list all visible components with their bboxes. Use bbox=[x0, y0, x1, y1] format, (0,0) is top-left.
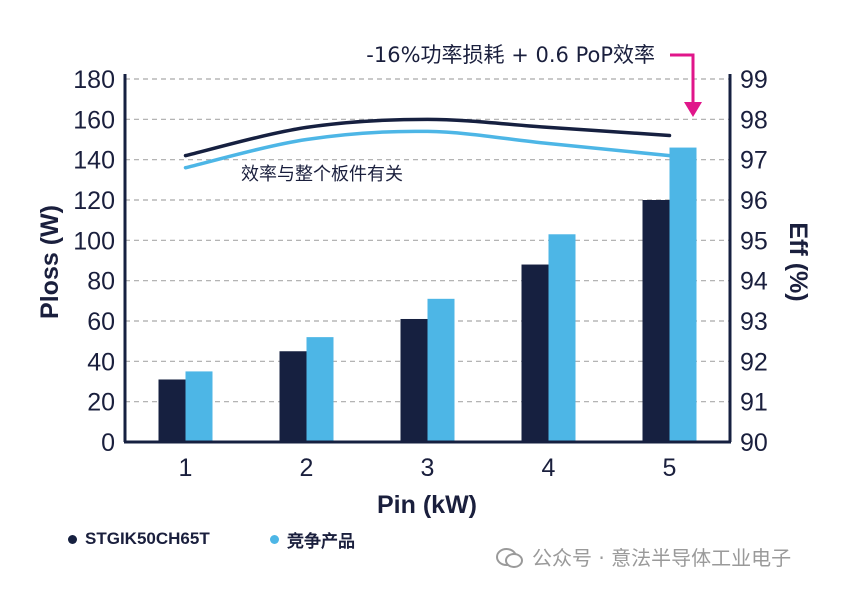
y-axis-label: Ploss (W) bbox=[36, 205, 64, 319]
bars bbox=[158, 147, 697, 443]
bar-stgik50ch65t bbox=[642, 200, 670, 442]
y-tick-label: 80 bbox=[87, 268, 115, 296]
grid-lines bbox=[125, 78, 730, 403]
legend-item-competitor: 竞争产品 bbox=[270, 527, 355, 551]
legend-dot-light bbox=[270, 534, 279, 544]
y-tick-label: 0 bbox=[101, 429, 115, 457]
annotation-arrowhead bbox=[684, 102, 702, 117]
y-tick-label: 120 bbox=[73, 187, 115, 215]
legend-dot-dark bbox=[68, 534, 77, 544]
legend-item-stgik50ch65t: STGIK50CH65T bbox=[68, 527, 210, 551]
y-tick-label: 40 bbox=[87, 348, 115, 376]
annotation-arrow bbox=[670, 53, 695, 104]
annotation-efficiency-board: 效率与整个板件有关 bbox=[241, 164, 403, 185]
bar-competitor bbox=[669, 147, 697, 443]
y2-tick-label: 90 bbox=[740, 429, 768, 457]
y2-tick-label: 98 bbox=[740, 106, 768, 134]
y-tick-label: 100 bbox=[73, 227, 115, 255]
bar-competitor bbox=[548, 234, 576, 442]
efficiency-line-competitor bbox=[183, 129, 672, 170]
y-tick-label: 20 bbox=[87, 389, 115, 417]
watermark: 公众号 · 意法半导体工业电子 bbox=[496, 541, 791, 571]
y-tick-label: 160 bbox=[73, 106, 115, 134]
bar-stgik50ch65t bbox=[400, 318, 428, 442]
y2-tick-label: 92 bbox=[740, 348, 768, 376]
axes bbox=[123, 74, 732, 444]
y-tick-label: 140 bbox=[73, 147, 115, 175]
y2-tick-label: 99 bbox=[740, 66, 768, 94]
efficiency-line-stgik50ch65t bbox=[183, 117, 672, 158]
bar-competitor bbox=[306, 337, 334, 442]
x-tick-label: 4 bbox=[542, 454, 556, 482]
x-tick-label: 2 bbox=[300, 454, 314, 482]
tick-labels: 0 20 40 60 80 100 120 140 160 180 90 91 92 93 94 95 96 97… bbox=[73, 66, 768, 482]
y2-tick-label: 96 bbox=[740, 187, 768, 215]
y-tick-label: 180 bbox=[73, 66, 115, 94]
bar-competitor bbox=[427, 298, 455, 442]
y2-tick-label: 94 bbox=[740, 268, 768, 296]
bar-stgik50ch65t bbox=[158, 379, 186, 442]
watermark-text: 公众号 · 意法半导体工业电子 bbox=[532, 545, 792, 570]
annotation-loss-efficiency: -16%功率损耗 + 0.6 PoP效率 bbox=[366, 43, 655, 67]
x-tick-label: 1 bbox=[179, 454, 193, 482]
y2-tick-label: 91 bbox=[740, 389, 768, 417]
bar-stgik50ch65t bbox=[279, 351, 307, 442]
bar-stgik50ch65t bbox=[521, 264, 549, 442]
legend-label: 竞争产品 bbox=[287, 531, 355, 551]
y2-axis-label: Eff (%) bbox=[784, 222, 812, 301]
legend-label: STGIK50CH65T bbox=[85, 529, 210, 548]
x-tick-label: 3 bbox=[421, 454, 435, 482]
y2-tick-label: 97 bbox=[740, 147, 768, 175]
wechat-icon bbox=[496, 545, 523, 568]
y-tick-label: 60 bbox=[87, 308, 115, 336]
bar-competitor bbox=[185, 371, 213, 442]
x-axis-label: Pin (kW) bbox=[377, 491, 477, 519]
y2-tick-label: 93 bbox=[740, 308, 768, 336]
y2-tick-label: 95 bbox=[740, 227, 768, 255]
efficiency-lines bbox=[183, 117, 672, 170]
x-tick-label: 5 bbox=[663, 454, 677, 482]
